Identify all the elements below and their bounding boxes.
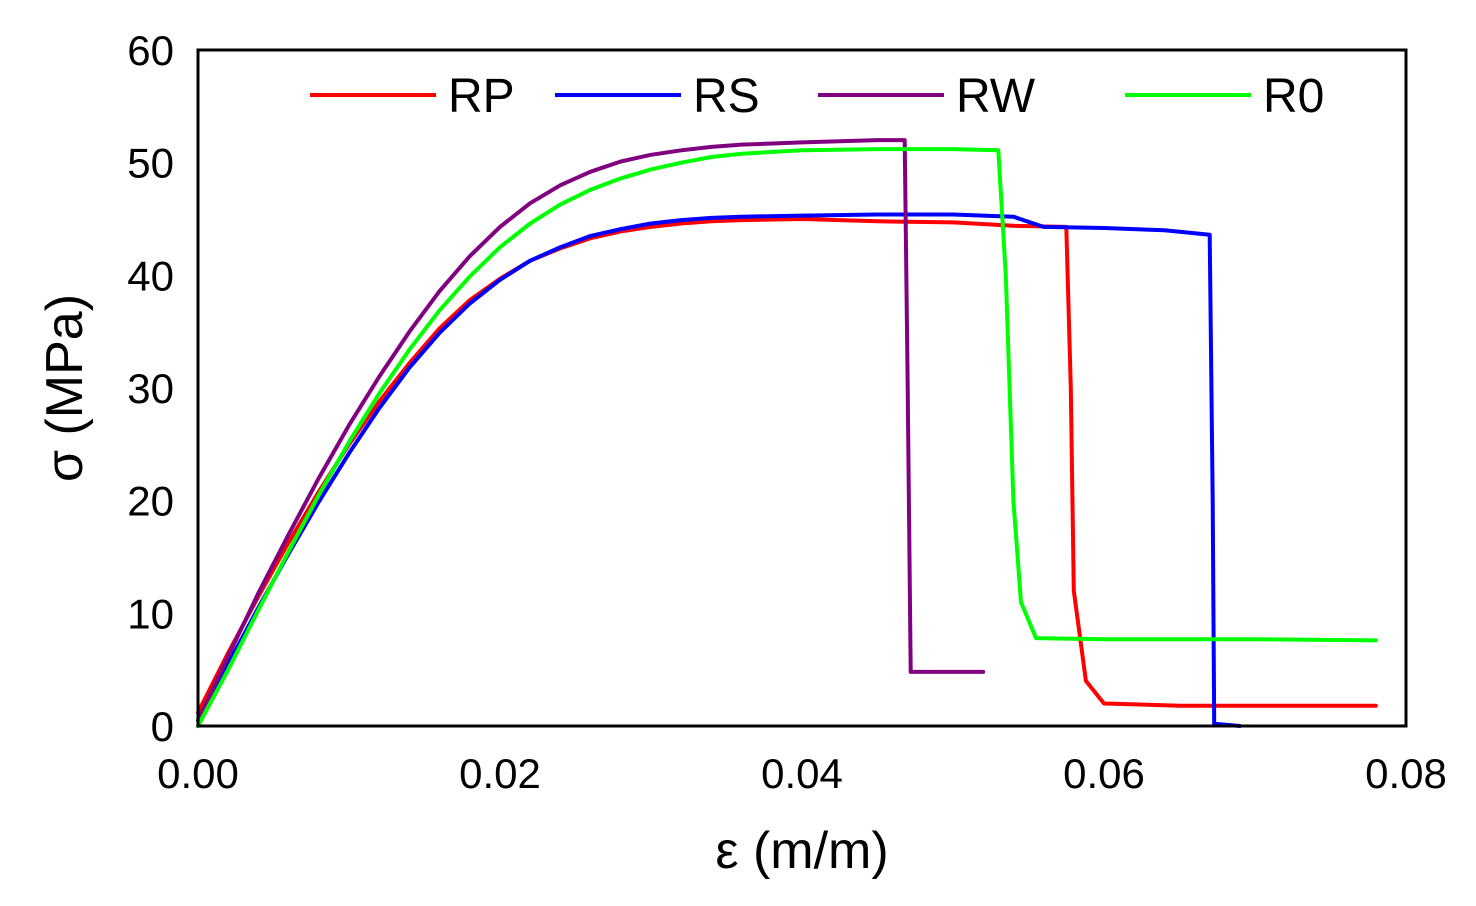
legend-item-rw: RW — [818, 70, 1036, 123]
legend-label: RW — [956, 70, 1036, 123]
series-line-rs — [196, 212, 1242, 728]
legend-item-r0: R0 — [1125, 70, 1324, 123]
legend-label: R0 — [1263, 70, 1324, 123]
y-tick-label: 20 — [127, 478, 174, 525]
x-tick-label: 0.00 — [157, 750, 239, 797]
legend-label: RP — [448, 70, 515, 123]
x-tick-label: 0.02 — [459, 750, 541, 797]
y-tick-label: 30 — [127, 365, 174, 412]
y-axis-ticks: 0 10 20 30 40 50 60 — [127, 27, 174, 750]
legend-item-rp: RP — [310, 70, 515, 123]
plot-frame — [196, 48, 1408, 728]
legend: RP RS RW R0 — [310, 70, 1324, 123]
series-line-rw — [196, 138, 986, 723]
plot-area — [196, 138, 1378, 728]
x-axis-ticks: 0.00 0.02 0.04 0.06 0.08 — [157, 750, 1447, 797]
x-tick-label: 0.06 — [1063, 750, 1145, 797]
legend-label: RS — [693, 70, 760, 123]
series-line-r0 — [196, 147, 1378, 728]
y-tick-label: 10 — [127, 590, 174, 637]
y-tick-label: 60 — [127, 27, 174, 74]
y-tick-label: 40 — [127, 252, 174, 299]
x-tick-label: 0.04 — [761, 750, 843, 797]
y-axis-label: σ (MPa) — [36, 294, 94, 482]
y-tick-label: 50 — [127, 140, 174, 187]
x-axis-label: ε (m/m) — [715, 822, 888, 880]
x-tick-label: 0.08 — [1365, 750, 1447, 797]
y-tick-label: 0 — [151, 703, 174, 750]
legend-item-rs: RS — [555, 70, 760, 123]
